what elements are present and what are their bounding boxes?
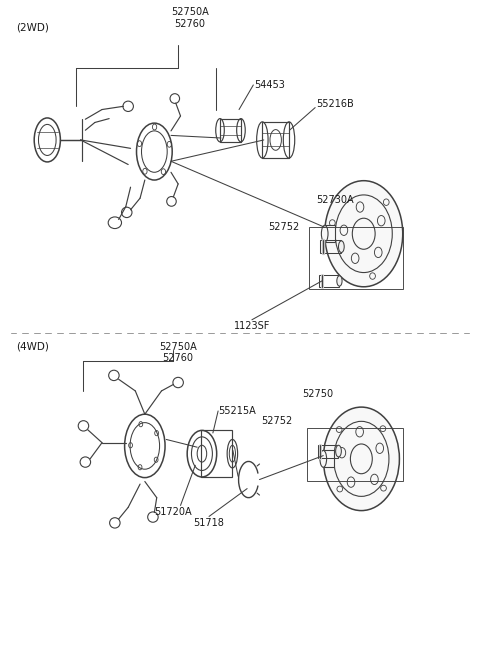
Circle shape <box>324 181 403 287</box>
Ellipse shape <box>320 451 326 467</box>
Text: (2WD): (2WD) <box>16 22 49 32</box>
Bar <box>202 430 232 477</box>
Bar <box>309 227 403 290</box>
Text: 52750A
52760: 52750A 52760 <box>159 341 197 363</box>
Text: 52752: 52752 <box>262 417 293 426</box>
Circle shape <box>323 407 399 511</box>
Bar <box>324 225 335 242</box>
Text: 1123SF: 1123SF <box>234 321 270 331</box>
Text: 52730A: 52730A <box>316 195 354 205</box>
Text: 52750: 52750 <box>302 389 333 399</box>
Text: 51720A: 51720A <box>155 508 192 517</box>
Bar <box>320 275 339 287</box>
Bar <box>307 428 403 481</box>
Text: 51718: 51718 <box>193 518 225 529</box>
Ellipse shape <box>336 445 341 457</box>
Text: 55215A: 55215A <box>218 406 256 416</box>
Ellipse shape <box>322 225 328 242</box>
Bar <box>220 119 241 142</box>
Bar <box>323 451 334 467</box>
Ellipse shape <box>338 241 344 252</box>
Bar <box>318 445 338 458</box>
Text: 52752: 52752 <box>268 222 300 233</box>
Bar <box>263 122 289 158</box>
Bar <box>321 240 341 253</box>
Text: (4WD): (4WD) <box>16 341 49 351</box>
Ellipse shape <box>337 276 342 286</box>
Text: 55216B: 55216B <box>316 100 354 109</box>
Text: 54453: 54453 <box>254 80 285 90</box>
Text: 52750A
52760: 52750A 52760 <box>171 7 209 29</box>
